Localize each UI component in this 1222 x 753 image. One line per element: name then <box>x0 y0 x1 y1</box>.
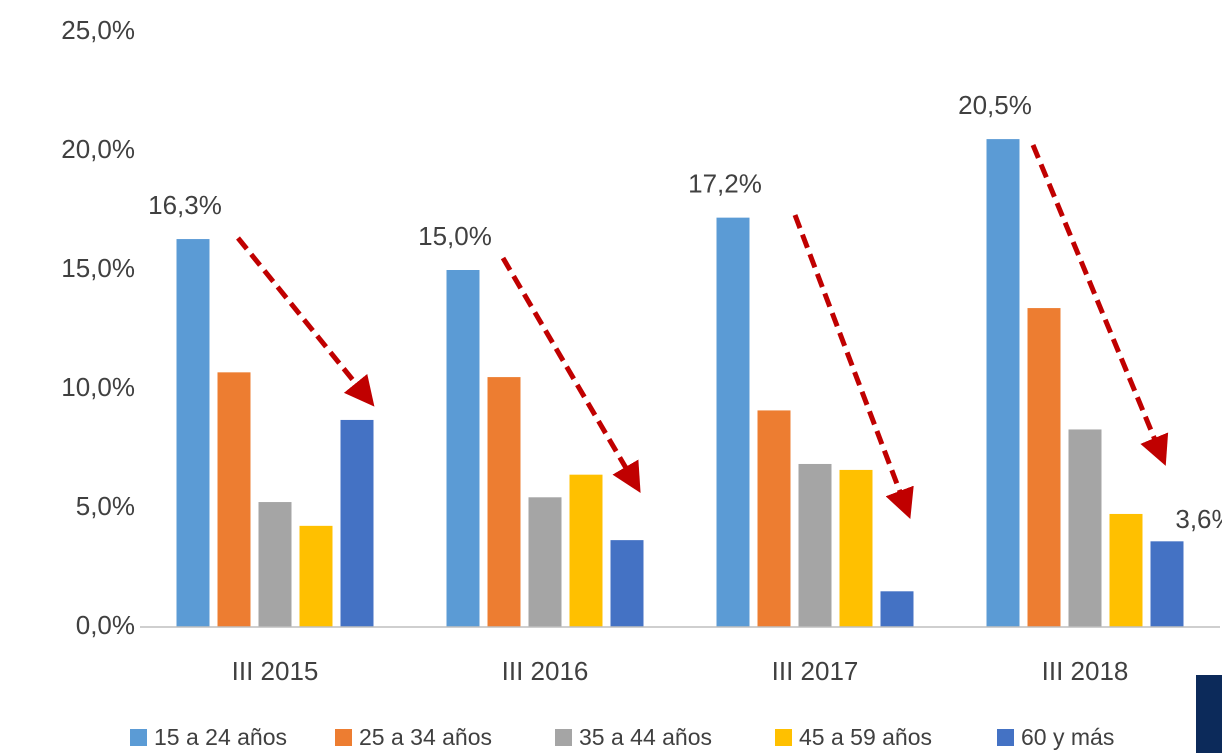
data-label: 17,2% <box>688 169 762 199</box>
data-label: 16,3% <box>148 190 222 220</box>
trend-arrow <box>500 256 641 493</box>
bar <box>487 377 521 627</box>
bar <box>446 270 480 627</box>
y-tick-label: 15,0% <box>61 253 135 283</box>
bar <box>716 217 750 627</box>
y-tick-label: 10,0% <box>61 372 135 402</box>
corner-decoration <box>1196 675 1222 753</box>
trend-arrow <box>1030 144 1169 466</box>
bar <box>880 591 914 627</box>
data-label: 20,5% <box>958 90 1032 120</box>
bar <box>569 474 603 627</box>
data-label: 15,0% <box>418 221 492 251</box>
data-label: 3,6% <box>1175 504 1222 534</box>
legend-swatch <box>775 729 792 746</box>
bar <box>176 239 210 627</box>
y-tick-label: 0,0% <box>76 610 135 640</box>
legend-swatch <box>555 729 572 746</box>
legend-label: 15 a 24 años <box>154 724 287 750</box>
y-tick-label: 25,0% <box>61 15 135 45</box>
bar <box>1109 513 1143 627</box>
legend-swatch <box>335 729 352 746</box>
y-tick-label: 20,0% <box>61 134 135 164</box>
bar <box>217 372 251 627</box>
x-tick-label: III 2016 <box>502 656 589 686</box>
x-tick-label: III 2018 <box>1042 656 1129 686</box>
bar <box>528 497 562 627</box>
trend-arrow <box>792 214 914 520</box>
bar <box>1027 308 1061 627</box>
bar <box>299 525 333 627</box>
legend-swatch <box>130 729 147 746</box>
legend-label: 60 y más <box>1021 724 1114 750</box>
bar <box>1068 429 1102 627</box>
legend-label: 25 a 34 años <box>359 724 492 750</box>
bar <box>340 419 374 627</box>
trend-arrow <box>236 236 375 407</box>
legend-label: 45 a 59 años <box>799 724 932 750</box>
legend-label: 35 a 44 años <box>579 724 712 750</box>
bar <box>1150 541 1184 627</box>
bar <box>258 502 292 627</box>
bar <box>757 410 791 627</box>
bar <box>839 469 873 627</box>
x-tick-label: III 2017 <box>772 656 859 686</box>
bar <box>798 463 832 627</box>
legend-swatch <box>997 729 1014 746</box>
bar <box>610 540 644 627</box>
x-tick-label: III 2015 <box>232 656 319 686</box>
bar <box>986 139 1020 627</box>
y-tick-label: 5,0% <box>76 491 135 521</box>
